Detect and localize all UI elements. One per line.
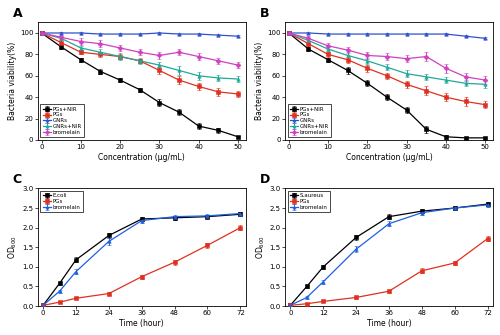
Y-axis label: Bacteria viability(%): Bacteria viability(%) <box>256 42 264 120</box>
X-axis label: Time (hour): Time (hour) <box>366 319 412 328</box>
Legend: S.aureus, PGs, bromelain: S.aureus, PGs, bromelain <box>288 191 330 212</box>
Legend: PGs+NIR, PGs, GNRs, GNRs+NIR, bromelain: PGs+NIR, PGs, GNRs, GNRs+NIR, bromelain <box>40 105 84 137</box>
X-axis label: Concentration (μg/mL): Concentration (μg/mL) <box>346 153 432 162</box>
Y-axis label: $\rm OD_{600}$: $\rm OD_{600}$ <box>7 235 20 259</box>
X-axis label: Time (hour): Time (hour) <box>120 319 164 328</box>
Text: A: A <box>12 7 22 20</box>
Y-axis label: $\rm OD_{600}$: $\rm OD_{600}$ <box>254 235 266 259</box>
Text: B: B <box>260 7 270 20</box>
Text: C: C <box>12 173 22 186</box>
Text: D: D <box>260 173 270 186</box>
Y-axis label: Bacteria viability(%): Bacteria viability(%) <box>8 42 17 120</box>
X-axis label: Concentration (μg/mL): Concentration (μg/mL) <box>98 153 185 162</box>
Legend: PGs+NIR, PGs, GNRs, GNRs+NIR, bromelain: PGs+NIR, PGs, GNRs, GNRs+NIR, bromelain <box>288 105 332 137</box>
Legend: E.coli, PGs, bromelain: E.coli, PGs, bromelain <box>40 191 82 212</box>
